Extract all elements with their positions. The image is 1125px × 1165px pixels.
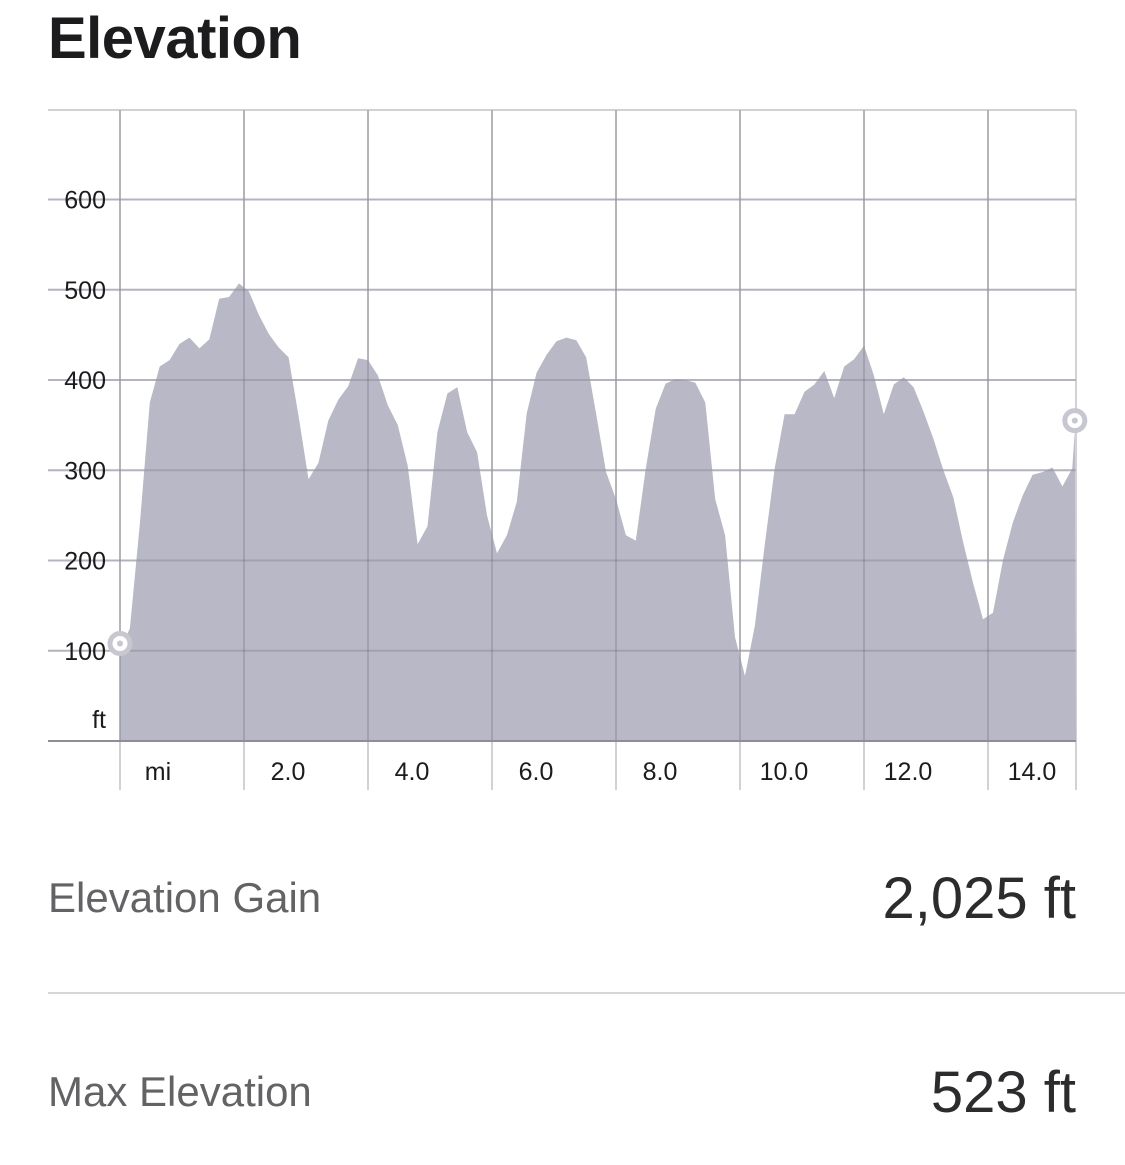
start-marker-center <box>117 640 123 647</box>
x-tick-label: 8.0 <box>643 758 678 786</box>
elevation-chart[interactable]: 100 200 300 400 500 600 mi 2.0 4.0 6.0 8.0 10.0 12.0… <box>0 100 1125 800</box>
y-tick-label: 600 <box>64 187 106 215</box>
x-tick-label: 2.0 <box>271 758 306 786</box>
max-elevation-row: Max Elevation 523 ft <box>48 1047 1076 1137</box>
elevation-gain-label: Elevation Gain <box>48 874 322 921</box>
y-tick-label: 100 <box>64 638 106 666</box>
elevation-area <box>120 283 1076 741</box>
y-tick-label: 200 <box>64 548 106 576</box>
end-marker-center <box>1071 417 1078 424</box>
elevation-gain-row: Elevation Gain 2,025 ft <box>48 853 1076 943</box>
y-tick-label: 300 <box>64 457 106 485</box>
y-tick-label: 400 <box>64 367 106 395</box>
max-elevation-label: Max Elevation <box>48 1068 312 1115</box>
stats-divider <box>48 992 1125 994</box>
elevation-gain-value: 2,025 ft <box>882 865 1076 931</box>
max-elevation-value: 523 ft <box>930 1059 1076 1125</box>
x-tick-label: 14.0 <box>1008 758 1057 786</box>
chart-labels: 100 200 300 400 500 600 mi 2.0 4.0 6.0 8.0 10.0 12.0… <box>64 187 1056 787</box>
x-unit-label: mi <box>145 758 171 786</box>
x-tick-label: 6.0 <box>519 758 554 786</box>
x-tick-label: 12.0 <box>884 758 933 786</box>
y-unit-label: ft <box>92 706 106 734</box>
y-tick-label: 500 <box>64 277 106 305</box>
x-tick-label: 10.0 <box>760 758 809 786</box>
page-title: Elevation <box>48 6 302 71</box>
x-tick-label: 4.0 <box>395 758 430 786</box>
chart-overlay <box>48 110 1088 742</box>
